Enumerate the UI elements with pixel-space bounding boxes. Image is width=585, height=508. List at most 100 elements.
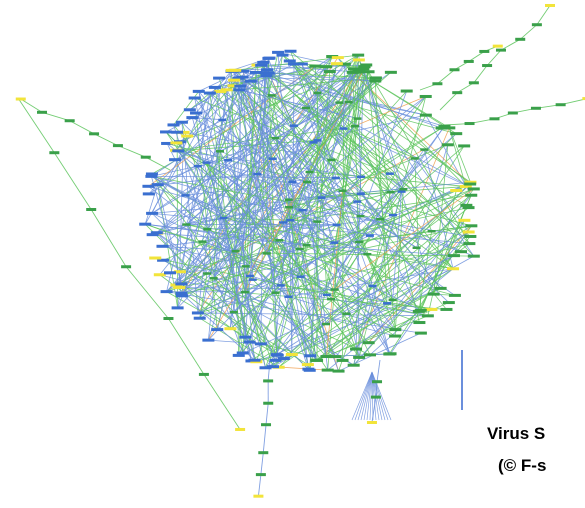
node [235,428,245,431]
node [363,70,375,73]
node [448,254,460,257]
node [263,252,271,255]
node [261,74,273,77]
edge [18,98,54,153]
node [545,4,555,7]
node [203,228,211,231]
node [204,92,216,95]
node [213,77,225,80]
node [147,233,159,236]
node [172,149,184,152]
node [261,68,273,71]
node [202,161,210,164]
node [245,80,257,83]
node [249,278,257,281]
node [389,335,401,338]
node [389,214,397,217]
node [181,194,189,197]
node [258,451,268,454]
node [176,121,188,124]
edge [258,475,260,497]
node [385,352,397,355]
node [154,273,166,276]
node [425,308,437,311]
node [479,50,489,53]
node [302,107,310,110]
node [333,370,345,373]
node [16,98,26,101]
node [398,190,406,193]
node [194,317,206,320]
node [288,63,300,66]
node [89,132,99,135]
caption-line-2: (© F-s [498,456,546,475]
node [458,144,470,147]
node [146,212,158,215]
edge [537,5,550,24]
node [330,241,338,244]
edge [389,226,471,354]
node [232,250,240,253]
node [331,288,339,291]
node [218,119,226,122]
node [268,94,276,97]
node [269,157,277,160]
node [428,293,440,296]
node [161,290,173,293]
node [304,354,316,357]
node [428,230,436,233]
node [198,240,206,243]
node [272,51,284,54]
node [460,204,472,207]
node [339,127,347,130]
node [415,309,427,312]
node [376,218,384,221]
node [322,323,330,326]
edge [377,360,380,382]
node [366,234,374,237]
node [230,311,238,314]
node [184,108,196,111]
node [279,221,287,224]
node [303,181,311,184]
node [296,275,304,278]
node [269,359,281,362]
node [401,90,413,93]
node [436,127,448,130]
page: Virus S (© F-s (() => { const data = JSO… [0,0,585,508]
node [415,332,427,335]
edge [54,153,91,210]
edge [204,374,240,429]
node [254,173,262,176]
edge [501,39,520,50]
edge [21,99,42,112]
node [450,68,460,71]
node [435,287,447,290]
node [290,124,298,127]
node [224,327,236,330]
node [420,148,428,151]
edge [352,372,372,420]
node [306,171,314,174]
node [318,196,326,199]
node [348,364,360,367]
node [464,60,474,63]
edge [437,70,454,84]
node [468,187,480,190]
node [369,285,377,288]
edge [266,403,268,424]
node [443,301,455,304]
node [353,58,365,61]
node [149,257,161,260]
node [450,189,462,192]
node [353,356,365,359]
node [369,79,381,82]
node [440,308,452,311]
node [465,224,477,227]
node [332,177,340,180]
node [146,172,158,175]
node [458,219,470,222]
node [172,306,184,309]
edge [469,51,485,61]
node [383,302,391,305]
